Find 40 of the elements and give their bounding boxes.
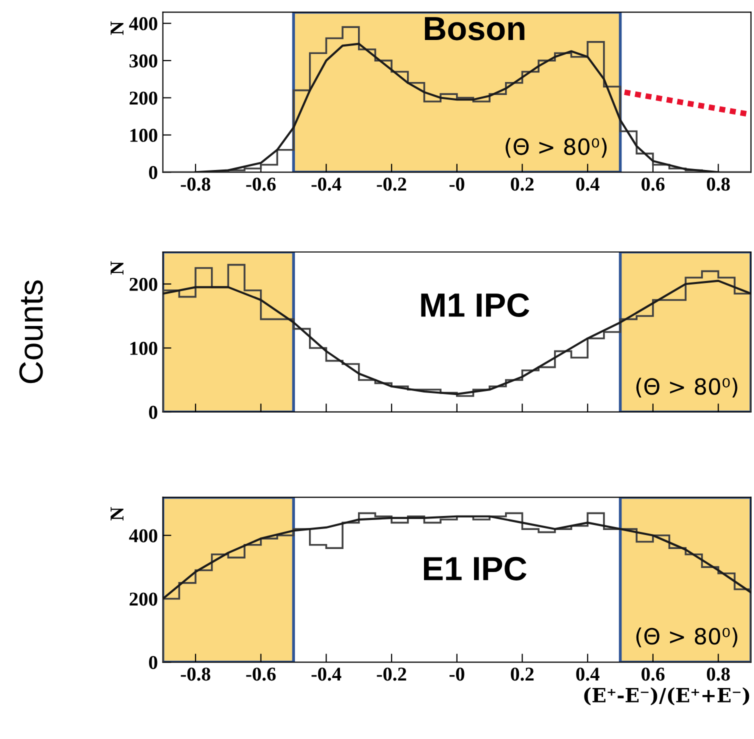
x-tick-label: -0.2 <box>376 178 406 191</box>
x-tick-label: -0.2 <box>376 668 406 681</box>
x-axis-title: (E⁺-E⁻)/(E⁺+E⁻) <box>584 687 750 706</box>
x-tick-label: 0.2 <box>510 668 534 681</box>
x-tick-label: 0.2 <box>510 178 534 191</box>
x-tick-label: -0 <box>450 668 464 681</box>
band-label: (Θ > 80⁰) <box>636 378 738 398</box>
y-tick-label: 0 <box>149 166 158 180</box>
band-label: (Θ > 80⁰) <box>506 138 607 158</box>
x-tick-label: 0.4 <box>576 668 600 681</box>
y-tick-label: 400 <box>129 17 158 30</box>
x-tick-label: 0.8 <box>706 668 730 681</box>
y-tick-label: 100 <box>130 128 158 142</box>
x-tick-label: 0.4 <box>576 178 600 191</box>
y-axis-title: N <box>110 261 124 275</box>
x-tick-label: 0.6 <box>642 668 665 681</box>
text: M1 IPC <box>421 293 530 317</box>
y-axis-title: N <box>110 507 124 520</box>
x-tick-label: -0 <box>450 178 464 191</box>
y-tick-label: 200 <box>130 278 158 291</box>
y-tick-label: 100 <box>130 342 158 355</box>
x-tick-label: -0.4 <box>312 178 342 191</box>
x-tick-label: 0.8 <box>706 178 730 191</box>
text: Counts <box>19 280 43 384</box>
y-tick-label: 0 <box>149 406 158 419</box>
y-tick-label: 200 <box>130 92 158 105</box>
x-tick-label: -0.8 <box>180 668 210 681</box>
chart-title: Boson <box>424 17 524 40</box>
y-tick-label: 0 <box>149 656 158 670</box>
x-tick-label: -0.8 <box>180 178 210 191</box>
x-tick-label: -0.4 <box>312 668 342 681</box>
text: E1 IPC <box>424 556 526 580</box>
x-tick-label: -0.6 <box>246 668 276 681</box>
x-tick-label: -0.6 <box>246 178 276 191</box>
band-label: (Θ > 80⁰) <box>636 627 738 648</box>
y-axis-title: N <box>110 21 124 35</box>
x-tick-label: 0.6 <box>642 178 665 191</box>
y-tick-label: 200 <box>130 592 158 606</box>
y-tick-label: 400 <box>129 529 158 542</box>
y-tick-label: 300 <box>130 54 158 68</box>
